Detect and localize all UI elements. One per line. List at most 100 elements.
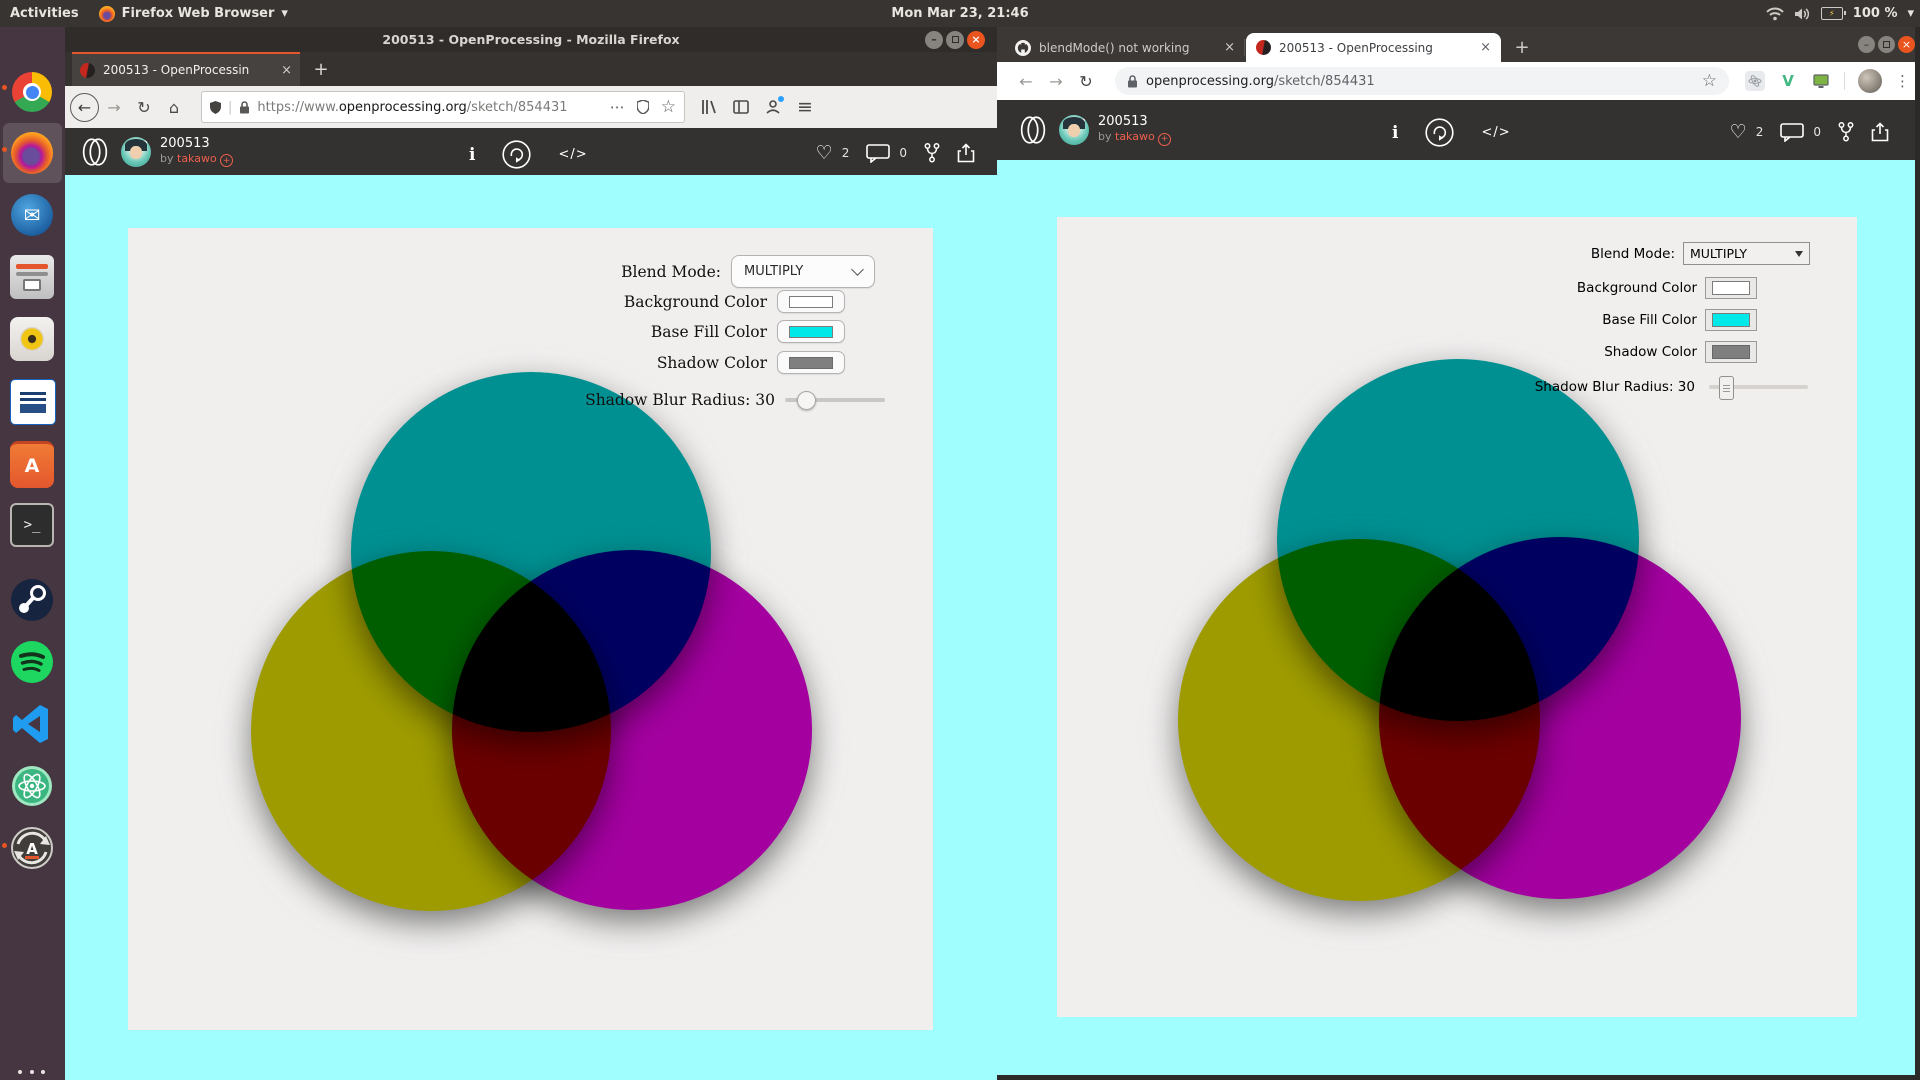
dock-item-terminal[interactable]: >_	[10, 503, 54, 547]
sidebar-icon[interactable]	[733, 100, 749, 114]
openprocessing-logo[interactable]	[78, 135, 112, 169]
dock-item-spotify[interactable]	[10, 640, 54, 684]
dock-item-thunderbird[interactable]: ✉	[10, 193, 54, 237]
system-tray[interactable]: ⚡ 100 % ▾	[1766, 0, 1914, 27]
share-icon[interactable]	[1871, 122, 1889, 142]
dock-item-files[interactable]	[10, 255, 54, 299]
protection-shield-icon[interactable]	[636, 100, 649, 114]
minimize-button[interactable]: –	[925, 30, 943, 49]
shadow-blur-slider[interactable]	[785, 391, 885, 410]
maximize-button[interactable]	[1878, 36, 1895, 53]
follow-icon[interactable]: +	[220, 154, 234, 168]
tab-close-icon[interactable]: ×	[281, 62, 292, 78]
sketch-canvas[interactable]: Blend Mode: MULTIPLY Background Color Ba…	[1057, 217, 1857, 1017]
shadow-color-button[interactable]	[1705, 341, 1757, 363]
chrome-running-dot	[2, 85, 7, 90]
back-button[interactable]: ←	[1019, 71, 1033, 91]
slider-thumb[interactable]	[1719, 376, 1734, 400]
tab-close-icon[interactable]: ×	[1224, 40, 1235, 55]
bookmark-star-icon[interactable]: ☆	[1701, 71, 1717, 91]
info-icon[interactable]: i	[1392, 122, 1399, 143]
dock-item-atom[interactable]	[10, 764, 54, 808]
fork-icon[interactable]	[924, 143, 940, 163]
forward-button[interactable]: →	[107, 97, 121, 117]
react-devtools-icon[interactable]	[1745, 71, 1765, 91]
author-avatar[interactable]: ✦	[1059, 115, 1089, 145]
show-applications-button[interactable]	[18, 1070, 48, 1080]
firefox-titlebar[interactable]: 200513 - OpenProcessing - Mozilla Firefo…	[65, 27, 997, 52]
like-heart-icon[interactable]: ♡	[815, 142, 833, 164]
shadow-blur-slider[interactable]	[1709, 376, 1808, 400]
chrome-menu-icon[interactable]: ⋮	[1895, 72, 1910, 90]
dock-item-software-updater[interactable]: A	[10, 826, 54, 870]
screen-capture-icon[interactable]	[1811, 71, 1831, 91]
background-color-button[interactable]	[1705, 277, 1757, 299]
home-button[interactable]: ⌂	[168, 97, 180, 117]
blend-mode-select[interactable]: MULTIPLY	[1683, 242, 1810, 265]
shadow-color-button[interactable]	[777, 351, 845, 374]
author-link[interactable]: takawo	[177, 151, 217, 165]
account-icon[interactable]	[765, 96, 784, 115]
bookmark-star-icon[interactable]: ☆	[660, 97, 676, 117]
new-tab-button[interactable]: +	[1514, 36, 1530, 58]
author-link[interactable]: takawo	[1115, 130, 1155, 144]
app-menu[interactable]: Firefox Web Browser ▾	[89, 0, 298, 27]
base-fill-color-button[interactable]	[777, 320, 845, 343]
sketch-canvas[interactable]: Blend Mode: MULTIPLY Background Color Ba…	[128, 228, 933, 1030]
dock-item-libreoffice-writer[interactable]	[10, 379, 56, 425]
comment-icon[interactable]	[866, 143, 891, 163]
forward-button[interactable]: →	[1049, 71, 1063, 91]
info-icon[interactable]: i	[469, 144, 476, 165]
dock-item-steam[interactable]	[10, 578, 54, 622]
url-bar[interactable]: | https://www.openprocessing.org/sketch/…	[201, 91, 685, 123]
clock[interactable]: Mon Mar 23, 21:46	[891, 6, 1029, 21]
tab-github[interactable]: blendMode() not working ×	[1005, 33, 1245, 62]
dock-item-firefox[interactable]	[10, 131, 54, 175]
code-icon[interactable]: </>	[1481, 125, 1511, 140]
fork-icon[interactable]	[1838, 122, 1854, 142]
dock-item-chrome[interactable]	[10, 70, 54, 114]
dock-item-rhythmbox[interactable]	[10, 317, 54, 361]
file-manager-icon	[10, 255, 54, 299]
follow-icon[interactable]: +	[1158, 132, 1172, 146]
new-tab-button[interactable]: +	[313, 58, 329, 80]
maximize-button[interactable]	[946, 30, 964, 49]
code-icon[interactable]: </>	[558, 147, 588, 162]
minimize-button[interactable]: –	[1858, 36, 1875, 53]
comment-count: 0	[899, 146, 907, 160]
restart-loop-icon[interactable]	[502, 140, 532, 169]
library-icon[interactable]	[701, 99, 717, 115]
menu-icon[interactable]: ≡	[797, 96, 813, 118]
vue-devtools-icon[interactable]: V	[1782, 72, 1794, 90]
openprocessing-logo[interactable]	[1016, 113, 1050, 147]
reload-button[interactable]: ↻	[137, 97, 151, 117]
restart-loop-icon[interactable]	[1425, 118, 1455, 147]
sketch-title[interactable]: 200513	[1098, 114, 1148, 130]
base-fill-color-button[interactable]	[1705, 309, 1757, 331]
comment-icon[interactable]	[1780, 122, 1805, 142]
tab-openprocessing[interactable]: 200513 - OpenProcessing ×	[1246, 33, 1501, 62]
close-button[interactable]: ×	[967, 30, 985, 49]
sketch-title[interactable]: 200513	[160, 135, 210, 151]
close-button[interactable]: ×	[1898, 36, 1915, 53]
tab-openprocessing[interactable]: 200513 - OpenProcessin ×	[72, 52, 300, 86]
activities-button[interactable]: Activities	[0, 0, 89, 27]
sketch-page: Blend Mode: MULTIPLY Background Color Ba…	[997, 160, 1915, 1075]
dock-item-ubuntu-software[interactable]: A	[10, 441, 54, 488]
back-button[interactable]: ←	[70, 92, 99, 122]
blend-mode-select[interactable]: MULTIPLY	[731, 255, 875, 288]
like-heart-icon[interactable]: ♡	[1729, 121, 1747, 143]
share-icon[interactable]	[957, 143, 975, 163]
profile-avatar[interactable]	[1858, 69, 1882, 93]
reload-button[interactable]: ↻	[1079, 71, 1093, 91]
firefox-icon	[98, 5, 115, 22]
page-actions-icon[interactable]: ⋯	[609, 98, 625, 116]
slider-thumb[interactable]	[797, 391, 816, 410]
author-avatar[interactable]: ✦	[121, 136, 151, 167]
lock-icon	[1128, 74, 1137, 87]
background-color-button[interactable]	[777, 290, 845, 313]
url-bar[interactable]: openprocessing.org/sketch/854431 ☆	[1115, 67, 1729, 95]
dock-item-vscode[interactable]	[10, 702, 54, 746]
tab-close-icon[interactable]: ×	[1480, 40, 1491, 55]
shield-icon[interactable]	[210, 100, 221, 114]
